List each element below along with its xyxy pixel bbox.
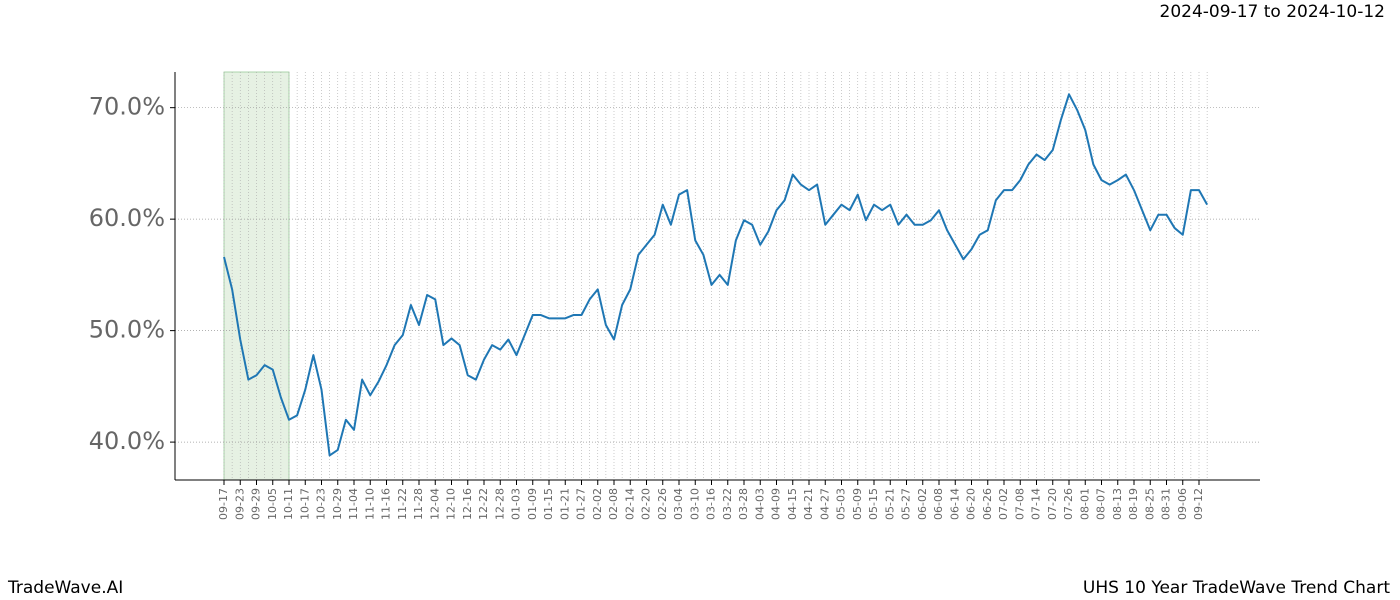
x-tick-label: 10-05: [266, 488, 279, 520]
x-tick-label: 05-21: [883, 488, 896, 520]
x-tick-label: 12-10: [445, 488, 458, 520]
x-tick-label: 03-28: [737, 488, 750, 520]
x-tick-label: 03-10: [688, 488, 701, 520]
x-tick-label: 06-08: [932, 488, 945, 520]
x-tick-label: 10-29: [331, 488, 344, 520]
x-tick-label: 11-28: [412, 488, 425, 520]
x-tick-label: 07-02: [997, 488, 1010, 520]
x-tick-label: 08-19: [1127, 488, 1140, 520]
x-tick-label: 07-08: [1013, 488, 1026, 520]
x-tick-label: 01-09: [526, 488, 539, 520]
x-tick-label: 10-23: [315, 488, 328, 520]
x-tick-label: 05-03: [835, 488, 848, 520]
x-tick-label: 05-27: [900, 488, 913, 520]
x-tick-label: 11-16: [380, 488, 393, 520]
x-tick-label: 10-11: [282, 488, 295, 520]
x-tick-label: 02-20: [640, 488, 653, 520]
x-tick-label: 08-07: [1095, 488, 1108, 520]
x-tick-label: 09-06: [1176, 488, 1189, 520]
x-tick-label: 09-12: [1192, 488, 1205, 520]
x-tick-label: 11-04: [347, 488, 360, 520]
x-tick-label: 02-02: [591, 488, 604, 520]
x-tick-label: 03-22: [721, 488, 734, 520]
y-tick-label: 60.0%: [89, 204, 165, 232]
x-tick-label: 12-16: [461, 488, 474, 520]
x-tick-label: 03-16: [705, 488, 718, 520]
x-tick-label: 01-15: [542, 488, 555, 520]
x-tick-label: 04-09: [770, 488, 783, 520]
x-tick-label: 04-27: [818, 488, 831, 520]
x-tick-label: 05-09: [851, 488, 864, 520]
x-tick-label: 02-26: [656, 488, 669, 520]
x-tick-label: 06-26: [981, 488, 994, 520]
x-tick-label: 12-04: [428, 488, 441, 520]
x-tick-label: 01-03: [510, 488, 523, 520]
y-tick-label: 50.0%: [89, 316, 165, 344]
x-tick-label: 03-04: [672, 488, 685, 520]
chart-title: 2024-09-17 to 2024-10-12: [1160, 2, 1385, 22]
x-tick-label: 05-15: [867, 488, 880, 520]
x-tick-label: 01-27: [575, 488, 588, 520]
x-tick-label: 06-14: [948, 488, 961, 520]
x-tick-label: 04-15: [786, 488, 799, 520]
x-tick-label: 07-14: [1030, 488, 1043, 520]
footer-right: UHS 10 Year TradeWave Trend Chart: [1083, 578, 1390, 598]
y-tick-label: 70.0%: [89, 93, 165, 121]
y-tick-label: 40.0%: [89, 427, 165, 455]
x-tick-label: 09-23: [233, 488, 246, 520]
x-tick-label: 11-10: [363, 488, 376, 520]
x-tick-label: 04-03: [753, 488, 766, 520]
x-tick-label: 12-22: [477, 488, 490, 520]
x-tick-label: 10-17: [298, 488, 311, 520]
x-tick-label: 06-02: [916, 488, 929, 520]
footer-left: TradeWave.AI: [7, 578, 123, 598]
x-tick-label: 07-26: [1062, 488, 1075, 520]
x-tick-label: 09-29: [250, 488, 263, 520]
x-tick-label: 06-20: [965, 488, 978, 520]
data-line: [223, 93, 1209, 457]
x-tick-label: 01-21: [558, 488, 571, 520]
x-tick-label: 02-14: [623, 488, 636, 520]
x-tick-label: 09-17: [217, 488, 230, 520]
x-tick-label: 08-25: [1143, 488, 1156, 520]
x-tick-label: 07-20: [1046, 488, 1059, 520]
x-tick-label: 08-01: [1078, 488, 1091, 520]
x-tick-label: 02-08: [607, 488, 620, 520]
x-tick-label: 11-22: [396, 488, 409, 520]
x-tick-label: 08-13: [1111, 488, 1124, 520]
x-tick-label: 08-31: [1160, 488, 1173, 520]
x-tick-label: 04-21: [802, 488, 815, 520]
x-tick-label: 12-28: [493, 488, 506, 520]
